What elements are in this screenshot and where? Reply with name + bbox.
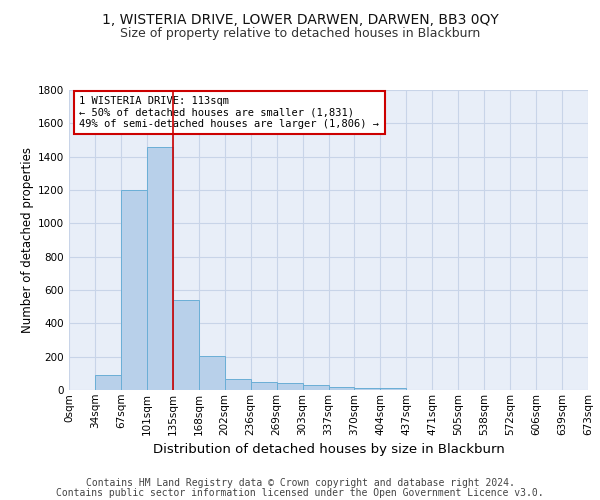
Bar <box>355 388 380 390</box>
Bar <box>199 356 224 390</box>
Text: Contains public sector information licensed under the Open Government Licence v3: Contains public sector information licen… <box>56 488 544 498</box>
Y-axis label: Number of detached properties: Number of detached properties <box>21 147 34 333</box>
Bar <box>173 300 199 390</box>
Bar <box>302 385 329 390</box>
Bar <box>121 190 147 390</box>
X-axis label: Distribution of detached houses by size in Blackburn: Distribution of detached houses by size … <box>152 443 505 456</box>
Bar <box>95 375 121 390</box>
Bar <box>329 386 355 390</box>
Text: 1 WISTERIA DRIVE: 113sqm
← 50% of detached houses are smaller (1,831)
49% of sem: 1 WISTERIA DRIVE: 113sqm ← 50% of detach… <box>79 96 379 129</box>
Text: Size of property relative to detached houses in Blackburn: Size of property relative to detached ho… <box>120 28 480 40</box>
Bar <box>147 146 173 390</box>
Bar <box>251 382 277 390</box>
Bar <box>380 388 406 390</box>
Bar <box>225 379 251 390</box>
Bar <box>277 382 302 390</box>
Text: Contains HM Land Registry data © Crown copyright and database right 2024.: Contains HM Land Registry data © Crown c… <box>86 478 514 488</box>
Text: 1, WISTERIA DRIVE, LOWER DARWEN, DARWEN, BB3 0QY: 1, WISTERIA DRIVE, LOWER DARWEN, DARWEN,… <box>101 12 499 26</box>
